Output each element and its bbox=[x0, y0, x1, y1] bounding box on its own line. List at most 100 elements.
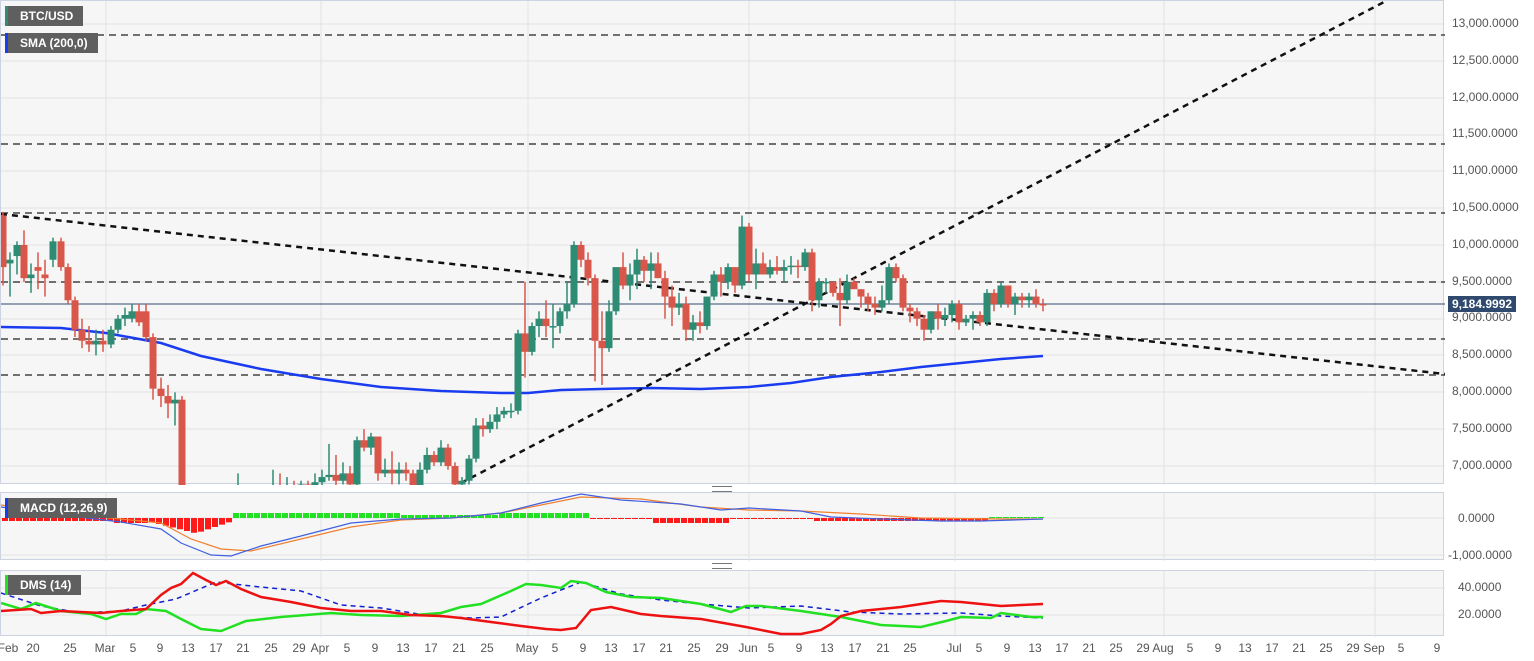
dms-axis-tick: 40.0000 bbox=[1458, 580, 1502, 594]
candle bbox=[85, 340, 93, 345]
macd-pane[interactable]: MACD (12,26,9) bbox=[0, 492, 1445, 561]
date-axis-tick: Jul bbox=[946, 641, 962, 655]
price-axis-tick: 7,500.0000 bbox=[1452, 420, 1513, 435]
date-axis-tick: 5 bbox=[975, 641, 983, 655]
candle bbox=[514, 333, 522, 411]
macd-histogram bbox=[2, 513, 1044, 533]
date-axis-tick: 13 bbox=[604, 641, 618, 655]
candle bbox=[948, 303, 956, 315]
candle bbox=[871, 303, 879, 308]
pane-resize-handle[interactable] bbox=[712, 486, 732, 492]
dms-chart-canvas[interactable] bbox=[1, 571, 1445, 637]
date-axis-tick: 9 bbox=[579, 641, 587, 655]
candle bbox=[584, 259, 592, 279]
price-axis-tick: 8,000.0000 bbox=[1452, 384, 1513, 398]
candle bbox=[668, 296, 676, 308]
date-axis-tick: Aug bbox=[1152, 641, 1174, 655]
candle bbox=[808, 252, 816, 301]
price-chart-canvas[interactable] bbox=[1, 1, 1445, 485]
date-axis-tick: 9 bbox=[1433, 641, 1441, 655]
candle bbox=[164, 396, 172, 404]
candle bbox=[731, 267, 739, 286]
candle bbox=[107, 329, 115, 345]
macd-axis-tick: -1,000.0000 bbox=[1448, 548, 1513, 562]
date-axis-tick: 21 bbox=[452, 641, 466, 655]
date-axis-tick: 5 bbox=[129, 641, 137, 655]
macd-chart-canvas[interactable] bbox=[1, 493, 1445, 561]
candle bbox=[962, 318, 970, 323]
candle bbox=[829, 281, 837, 293]
candle bbox=[857, 289, 865, 297]
candle bbox=[20, 245, 28, 279]
date-axis-tick: 5 bbox=[1397, 641, 1405, 655]
date-axis-tick: 5 bbox=[767, 641, 775, 655]
price-grid bbox=[1, 1, 1445, 485]
candle bbox=[395, 469, 403, 474]
candle bbox=[843, 281, 851, 301]
price-axis-tick: 12,000.0000 bbox=[1452, 89, 1519, 104]
candle bbox=[171, 399, 179, 404]
candle bbox=[1039, 303, 1047, 306]
candle bbox=[409, 473, 417, 485]
candle bbox=[556, 311, 564, 327]
candle bbox=[178, 399, 186, 485]
candle bbox=[41, 274, 49, 279]
date-axis-tick: 5 bbox=[343, 641, 351, 655]
candle bbox=[605, 311, 613, 349]
candle bbox=[1004, 285, 1012, 304]
date-axis-tick: 21 bbox=[1292, 641, 1306, 655]
price-axis-tick: 10,500.0000 bbox=[1452, 200, 1519, 214]
sma-200-line bbox=[1, 325, 1044, 395]
candle bbox=[654, 263, 662, 279]
date-axis-tick: 13 bbox=[181, 641, 195, 655]
candle bbox=[976, 314, 984, 323]
price-axis-tick: 12,500.0000 bbox=[1452, 52, 1519, 67]
sma-indicator-tag[interactable]: SMA (200,0) bbox=[5, 33, 98, 53]
candle bbox=[878, 300, 886, 308]
dms-pane[interactable]: DMS (14) bbox=[0, 570, 1445, 637]
candle bbox=[689, 322, 697, 330]
candle bbox=[388, 469, 396, 474]
candle bbox=[311, 482, 319, 485]
candle bbox=[493, 414, 501, 422]
price-pane[interactable]: BTC/USD SMA (200,0) bbox=[0, 0, 1445, 485]
candle bbox=[346, 473, 354, 485]
candle bbox=[374, 436, 382, 474]
candle bbox=[696, 322, 704, 327]
price-axis-tick: 7,000.0000 bbox=[1452, 457, 1513, 472]
candle bbox=[577, 245, 585, 260]
dms-indicator-tag[interactable]: DMS (14) bbox=[5, 575, 82, 595]
candle bbox=[465, 458, 473, 481]
candle bbox=[367, 436, 375, 448]
candle bbox=[437, 447, 445, 463]
candle bbox=[1, 215, 7, 268]
date-axis-tick: 29 bbox=[1136, 641, 1150, 655]
candle bbox=[703, 296, 711, 327]
pane-resize-handle[interactable] bbox=[712, 563, 732, 569]
symbol-tag[interactable]: BTC/USD bbox=[5, 6, 84, 26]
date-axis-tick: 9 bbox=[1003, 641, 1011, 655]
candle bbox=[906, 307, 914, 312]
candle bbox=[149, 337, 157, 389]
price-axis-tick: 11,500.0000 bbox=[1452, 126, 1518, 141]
candle bbox=[430, 454, 438, 463]
date-axis-tick: 20 bbox=[26, 641, 40, 655]
candle bbox=[675, 303, 683, 308]
candle bbox=[416, 469, 424, 485]
candle bbox=[444, 447, 452, 467]
candle bbox=[13, 245, 21, 257]
candle bbox=[1011, 296, 1019, 304]
candle bbox=[892, 267, 900, 279]
macd-indicator-tag[interactable]: MACD (12,26,9) bbox=[5, 498, 118, 518]
date-axis-tick: 21 bbox=[236, 641, 250, 655]
minus-di-line bbox=[1, 571, 1044, 636]
candle bbox=[114, 318, 122, 330]
candle bbox=[360, 440, 368, 448]
candle bbox=[752, 263, 760, 275]
date-axis-tick: 17 bbox=[424, 641, 438, 655]
date-axis-tick: 25 bbox=[1319, 641, 1333, 655]
candle bbox=[27, 274, 35, 279]
candle bbox=[787, 265, 795, 268]
candle bbox=[598, 340, 606, 349]
candle bbox=[64, 267, 72, 301]
